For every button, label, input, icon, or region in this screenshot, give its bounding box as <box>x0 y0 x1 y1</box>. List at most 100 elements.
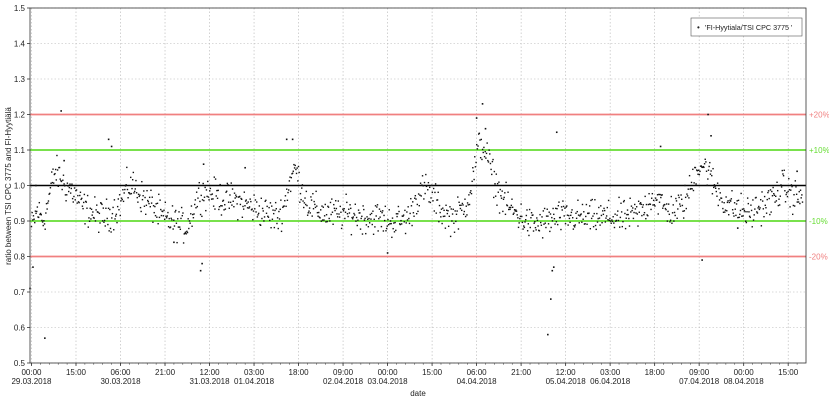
data-point <box>711 174 713 177</box>
data-point <box>552 207 554 210</box>
y-tick-label: 0.5 <box>14 359 26 368</box>
data-point <box>61 188 63 191</box>
data-point <box>193 203 196 206</box>
data-point-outlier <box>63 159 65 162</box>
data-point <box>758 205 760 208</box>
data-point <box>714 187 717 189</box>
data-point <box>209 187 212 190</box>
data-point <box>389 223 391 225</box>
data-point <box>746 197 749 199</box>
data-point <box>711 193 714 195</box>
data-point <box>165 215 167 218</box>
data-point <box>703 163 706 165</box>
data-point <box>44 228 46 230</box>
data-point <box>233 192 236 194</box>
data-point <box>200 194 202 197</box>
data-point <box>786 191 788 194</box>
data-point <box>391 217 394 219</box>
data-point <box>379 216 381 218</box>
data-point <box>163 209 165 211</box>
data-point <box>800 197 802 199</box>
data-point <box>687 188 689 190</box>
data-point <box>595 228 597 231</box>
data-point <box>773 194 776 196</box>
data-point <box>780 184 782 186</box>
data-point <box>323 215 326 217</box>
data-point <box>616 214 618 216</box>
data-point <box>267 215 269 218</box>
data-point <box>349 204 351 206</box>
data-point <box>156 216 158 218</box>
data-point <box>265 212 268 214</box>
data-point <box>491 173 493 176</box>
data-point <box>36 210 38 213</box>
data-point <box>791 185 793 188</box>
data-point <box>261 207 264 210</box>
data-point <box>329 220 331 222</box>
data-point <box>64 185 66 187</box>
data-point <box>128 192 131 194</box>
data-point <box>601 221 603 224</box>
data-point <box>504 213 507 216</box>
data-point <box>56 154 58 157</box>
data-point <box>748 211 750 213</box>
data-point <box>328 217 330 220</box>
data-point <box>763 195 766 198</box>
data-point <box>266 205 268 208</box>
data-point <box>692 168 694 171</box>
data-point <box>160 214 163 217</box>
data-point <box>665 208 667 211</box>
data-point <box>762 208 765 210</box>
data-point <box>206 195 208 198</box>
data-point <box>421 175 424 177</box>
data-point <box>433 210 435 212</box>
data-point <box>716 195 718 197</box>
data-point <box>592 225 595 228</box>
data-point <box>718 199 721 201</box>
x-tick-date-label: 05.04.2018 <box>546 377 587 386</box>
x-tick-time-label: 06:00 <box>110 368 131 377</box>
data-point <box>49 187 52 189</box>
data-point <box>639 203 641 205</box>
data-point <box>737 199 740 202</box>
data-point <box>87 226 89 228</box>
data-point <box>158 193 160 196</box>
data-point <box>306 214 309 216</box>
data-point <box>540 221 542 224</box>
data-point <box>578 222 580 224</box>
data-point <box>594 199 596 201</box>
data-point <box>352 216 355 218</box>
data-point <box>551 216 553 219</box>
data-point <box>474 156 476 158</box>
data-point <box>302 200 304 202</box>
data-point <box>105 198 108 200</box>
data-point <box>90 218 92 220</box>
data-point <box>179 228 182 231</box>
data-point <box>217 189 219 192</box>
data-point <box>47 200 50 202</box>
data-point <box>402 214 405 216</box>
data-point <box>342 208 344 210</box>
data-point <box>539 213 541 216</box>
data-point <box>707 178 709 180</box>
data-point <box>668 213 671 216</box>
data-point <box>583 211 585 213</box>
data-point <box>176 241 178 244</box>
reference-lines: +20% +10% -10% -20% <box>30 111 829 262</box>
data-point <box>199 213 202 216</box>
data-point <box>338 213 340 215</box>
data-point <box>708 165 710 168</box>
data-point-outlier <box>549 298 552 300</box>
data-point <box>728 214 730 216</box>
data-point <box>370 218 372 220</box>
data-point <box>186 231 189 234</box>
data-point <box>360 217 362 220</box>
data-point <box>761 200 764 202</box>
data-point <box>486 142 488 144</box>
data-point <box>214 178 217 180</box>
x-tick-date-label: 08.04.2018 <box>724 377 765 386</box>
data-point <box>122 200 125 203</box>
data-point <box>728 201 731 204</box>
data-point <box>380 210 382 213</box>
data-point <box>684 196 687 199</box>
